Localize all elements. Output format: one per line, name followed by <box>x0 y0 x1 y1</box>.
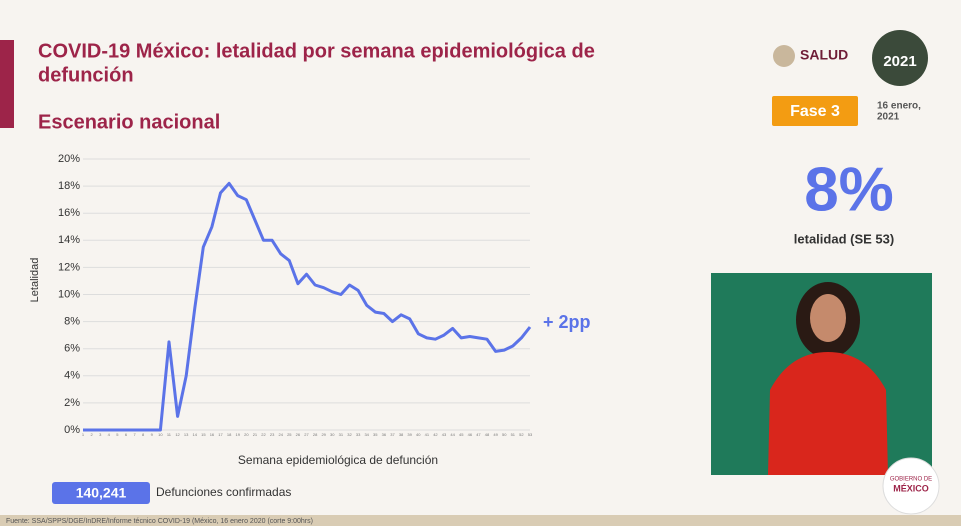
x-tick-label: 16 <box>210 432 215 437</box>
x-tick-label: 50 <box>502 432 507 437</box>
x-tick-label: 30 <box>330 432 335 437</box>
logo-emblem <box>773 45 795 67</box>
x-tick-label: 13 <box>184 432 189 437</box>
x-tick-label: 52 <box>519 432 524 437</box>
x-tick-label: 33 <box>356 432 361 437</box>
x-tick-label: 49 <box>493 432 498 437</box>
x-tick-label: 10 <box>158 432 163 437</box>
phase-badge <box>772 96 858 126</box>
x-tick-label: 36 <box>382 432 387 437</box>
x-tick-label: 41 <box>425 432 430 437</box>
interpreter-body <box>768 352 888 475</box>
x-tick-label: 8 <box>142 432 145 437</box>
source-bar <box>0 515 961 526</box>
subtitle: Escenario nacional <box>38 111 220 133</box>
x-tick-label: 46 <box>468 432 473 437</box>
y-tick-label: 16% <box>58 207 80 219</box>
x-tick-label: 29 <box>321 432 326 437</box>
y-tick-label: 14% <box>58 234 80 246</box>
x-tick-label: 6 <box>125 432 128 437</box>
x-tick-label: 34 <box>364 432 369 437</box>
x-tick-label: 42 <box>433 432 438 437</box>
y-tick-label: 20% <box>58 153 80 165</box>
badge-text: MÉXICO <box>893 483 929 493</box>
x-tick-label: 5 <box>116 432 119 437</box>
x-tick-label: 2 <box>90 432 93 437</box>
x-tick-label: 20 <box>244 432 249 437</box>
x-tick-label: 3 <box>99 432 102 437</box>
x-tick-label: 51 <box>511 432 516 437</box>
line <box>83 181 532 432</box>
x-tick-label: 24 <box>278 432 283 437</box>
x-tick-label: 25 <box>287 432 292 437</box>
deaths-label: Defunciones confirmadas <box>156 485 291 499</box>
x-tick-label: 27 <box>304 432 309 437</box>
x-tick-label: 7 <box>133 432 136 437</box>
y-tick-label: 6% <box>64 343 80 355</box>
y-tick-label: 0% <box>64 424 80 436</box>
title: defunción <box>38 64 134 86</box>
y-tick-label: 4% <box>64 370 80 382</box>
x-tick-label: 31 <box>339 432 344 437</box>
year-logo: 2021 <box>883 53 916 70</box>
date: 2021 <box>877 112 900 123</box>
title: COVID-19 México: letalidad por semana ep… <box>38 40 595 62</box>
y-tick-label: 18% <box>58 180 80 192</box>
stat-label: letalidad (SE 53) <box>794 231 894 246</box>
deaths-badge <box>52 482 150 504</box>
y-tick-label: 10% <box>58 288 80 300</box>
x-tick-label: 21 <box>253 432 258 437</box>
x-tick-label: 9 <box>151 432 154 437</box>
x-tick-label: 1 <box>82 432 85 437</box>
x-tick-label: 37 <box>390 432 395 437</box>
x-tick-label: 44 <box>450 432 455 437</box>
x-tick-label: 45 <box>459 432 464 437</box>
logo: SALUD <box>800 47 848 63</box>
x-tick-label: 17 <box>218 432 223 437</box>
x-tick-label: 11 <box>167 432 172 437</box>
x-tick-label: 26 <box>296 432 301 437</box>
x-tick-label: 15 <box>201 432 206 437</box>
x-tick-label: 28 <box>313 432 318 437</box>
x-tick-label: 53 <box>528 432 533 437</box>
y-tick-label: 2% <box>64 397 80 409</box>
phase: Fase 3 <box>790 103 840 120</box>
x-tick-label: 47 <box>476 432 481 437</box>
x-tick-label: 35 <box>373 432 378 437</box>
x-tick-label: 19 <box>236 432 241 437</box>
source: Fuente: SSA/SPPS/DGE/InDRE/Informe técni… <box>6 518 313 525</box>
accent-bar <box>0 40 14 128</box>
interpreter-face <box>810 294 846 342</box>
x-tick-label: 48 <box>485 432 490 437</box>
x-tick-label: 39 <box>407 432 412 437</box>
stat-value: 8% <box>804 155 894 224</box>
x-tick-label: 40 <box>416 432 421 437</box>
x-tick-label: 12 <box>175 432 180 437</box>
y-axis-label: Letalidad <box>29 258 41 303</box>
badge-text: GOBIERNO DE <box>890 477 932 483</box>
x-tick-label: 18 <box>227 432 232 437</box>
badge <box>882 457 940 515</box>
annotation: + 2pp <box>543 312 591 332</box>
x-tick-label: 22 <box>261 432 266 437</box>
year-logo-bg <box>872 30 928 86</box>
x-tick-label: 23 <box>270 432 275 437</box>
deaths-value: 140,241 <box>76 485 127 501</box>
date: 16 enero, <box>877 101 921 112</box>
y-tick-label: 8% <box>64 316 80 328</box>
y-tick-label: 12% <box>58 261 80 273</box>
x-tick-label: 43 <box>442 432 447 437</box>
x-axis-label: Semana epidemiológica de defunción <box>238 453 438 467</box>
x-tick-label: 14 <box>193 432 198 437</box>
x-tick-label: 32 <box>347 432 352 437</box>
x-tick-label: 38 <box>399 432 404 437</box>
x-tick-label: 4 <box>108 432 111 437</box>
